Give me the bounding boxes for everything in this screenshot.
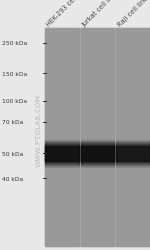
Bar: [81, 140, 114, 167]
Bar: [117, 143, 150, 165]
Bar: [45, 142, 78, 166]
Bar: [117, 144, 150, 164]
Text: 250 kDa: 250 kDa: [2, 41, 27, 46]
Bar: [81, 144, 114, 164]
Bar: [81, 140, 114, 168]
Text: WWW.PTGLAB.COM: WWW.PTGLAB.COM: [36, 94, 42, 166]
Bar: [117, 142, 150, 165]
Bar: [45, 146, 78, 161]
Bar: [81, 143, 114, 165]
Bar: [45, 144, 78, 164]
Text: 50 kDa: 50 kDa: [2, 151, 23, 156]
Bar: [117, 142, 150, 166]
Bar: [117, 139, 150, 168]
Bar: [117, 146, 150, 162]
Bar: [45, 29, 79, 246]
Bar: [117, 140, 150, 168]
Bar: [81, 146, 114, 162]
Bar: [117, 145, 150, 162]
Bar: [81, 142, 114, 166]
Bar: [81, 141, 114, 167]
Bar: [81, 142, 114, 165]
Text: Raji cell line: Raji cell line: [117, 0, 150, 28]
Bar: [45, 141, 78, 167]
Bar: [116, 29, 150, 246]
Text: 40 kDa: 40 kDa: [2, 176, 23, 181]
Bar: [81, 145, 114, 163]
Bar: [45, 140, 78, 168]
Bar: [117, 145, 150, 163]
Bar: [45, 145, 78, 163]
Text: 100 kDa: 100 kDa: [2, 99, 27, 104]
Bar: [81, 29, 114, 246]
Bar: [45, 140, 78, 167]
Bar: [81, 139, 114, 168]
Bar: [45, 143, 78, 165]
Text: 70 kDa: 70 kDa: [2, 120, 23, 125]
Bar: [117, 140, 150, 167]
Text: 150 kDa: 150 kDa: [2, 71, 27, 76]
Bar: [45, 146, 78, 162]
Bar: [81, 145, 114, 162]
Bar: [117, 141, 150, 167]
Bar: [117, 144, 150, 164]
Bar: [45, 142, 78, 165]
Bar: [45, 145, 78, 162]
Bar: [45, 29, 150, 246]
Bar: [45, 139, 78, 168]
Bar: [45, 144, 78, 164]
Bar: [81, 146, 114, 161]
Bar: [117, 146, 150, 161]
Text: Jurkat cell line: Jurkat cell line: [81, 0, 119, 28]
Bar: [81, 144, 114, 164]
Text: HEK-293 cell line: HEK-293 cell line: [46, 0, 89, 28]
